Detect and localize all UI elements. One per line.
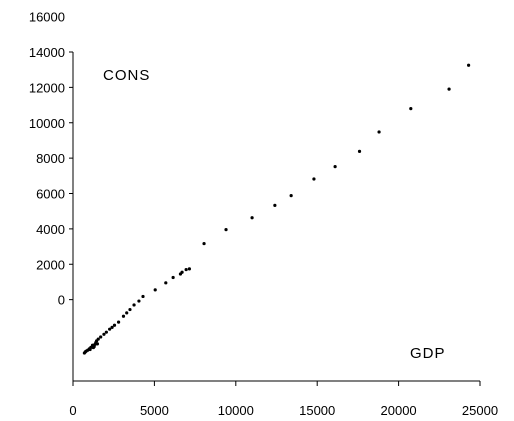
data-point [357, 149, 362, 154]
data-point [99, 335, 103, 339]
y-tick-label: 16000 [29, 10, 65, 25]
data-point [116, 320, 121, 324]
data-point [125, 311, 129, 315]
data-point [141, 294, 145, 299]
data-point [250, 216, 254, 220]
x-ticks: 0 5000 10000 15000 20000 25000 [69, 381, 498, 418]
data-point [178, 272, 183, 276]
data-point [187, 267, 192, 271]
data-point [171, 275, 175, 280]
data-point [289, 194, 293, 198]
data-point [333, 165, 337, 169]
x-tick-label: 5000 [140, 403, 169, 418]
x-tick-label: 0 [69, 403, 76, 418]
data-point [153, 288, 157, 292]
data-point [164, 281, 168, 285]
y-tick-label: 0 [58, 293, 65, 308]
data-point [91, 345, 95, 350]
data-point [224, 227, 228, 232]
data-point [110, 325, 114, 330]
y-tick-label: 12000 [29, 80, 65, 95]
data-point [102, 332, 106, 336]
y-tick-label: 2000 [36, 257, 65, 272]
data-point [377, 130, 381, 134]
data-point [202, 241, 206, 246]
data-point [95, 342, 100, 346]
data-point [273, 203, 277, 207]
data-point [108, 327, 112, 331]
y-tick-label: 6000 [36, 187, 65, 202]
data-point [132, 303, 136, 307]
data-point [104, 330, 108, 334]
axes [72, 52, 480, 382]
y-tick-label: 14000 [29, 45, 65, 60]
y-tick-label: 4000 [36, 222, 65, 237]
x-axis-label: GDP [410, 345, 446, 362]
data-point [121, 314, 126, 318]
data-point [467, 63, 471, 67]
data-point [409, 107, 413, 111]
x-tick-label: 10000 [218, 403, 254, 418]
data-points [82, 63, 471, 355]
data-point [112, 323, 117, 327]
y-axis-label: CONS [103, 67, 150, 84]
y-ticks: 0 2000 4000 6000 8000 10000 12000 14000 16000 [29, 10, 73, 308]
x-tick-label: 25000 [462, 403, 498, 418]
y-tick-label: 10000 [29, 116, 65, 131]
x-tick-label: 20000 [381, 403, 417, 418]
data-point [128, 307, 132, 312]
data-point [184, 267, 188, 272]
data-point [312, 177, 316, 181]
x-tick-label: 15000 [299, 403, 335, 418]
data-point [88, 347, 92, 352]
data-point [137, 299, 141, 303]
data-point [83, 350, 87, 354]
y-tick-label: 8000 [36, 151, 65, 166]
data-point [447, 87, 451, 91]
